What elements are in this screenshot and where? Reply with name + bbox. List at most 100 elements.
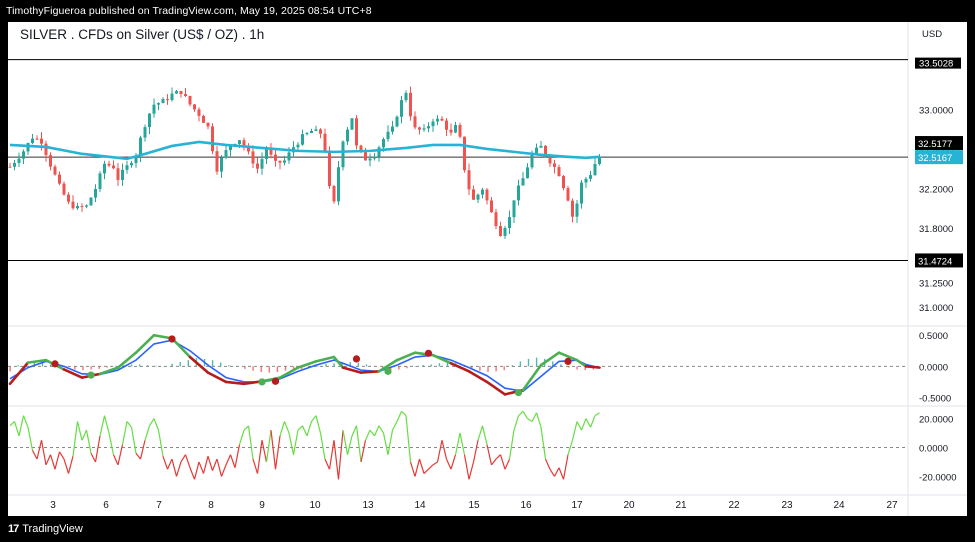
momentum-segment — [355, 425, 362, 463]
candle-body — [413, 116, 417, 128]
candle-body — [112, 165, 115, 169]
momentum-segment — [553, 467, 560, 477]
candle-body — [265, 149, 268, 160]
candle-body — [436, 118, 439, 122]
momentum-segment — [558, 467, 565, 480]
candle-body — [368, 158, 372, 161]
momentum-segment — [288, 432, 295, 455]
momentum-segment — [346, 435, 353, 455]
osc-fast-segment — [206, 371, 228, 384]
candle-body — [215, 151, 219, 172]
momentum-segment — [477, 425, 484, 441]
momentum-segment — [513, 415, 520, 431]
chart-panel[interactable]: SILVER . CFDs on Silver (US$ / OZ) . 1h U… — [8, 22, 967, 516]
candle-body — [400, 100, 403, 117]
candle-body — [296, 144, 300, 148]
momentum-segment — [567, 440, 574, 455]
momentum-segment — [198, 461, 205, 474]
candle-body — [377, 147, 381, 157]
candle-body — [593, 163, 597, 176]
osc-signal-dot — [514, 388, 523, 397]
osc-fast-segment — [449, 361, 471, 373]
osc-histogram-bar — [276, 366, 279, 372]
candle-body — [332, 186, 336, 202]
osc-fast-segment — [224, 380, 246, 386]
osc-histogram-bar — [422, 365, 424, 367]
momentum-segment — [31, 450, 38, 460]
osc-histogram-bar — [9, 366, 11, 372]
candle-body — [481, 189, 484, 195]
momentum-segment — [144, 425, 151, 441]
candle-body — [404, 92, 408, 101]
candle-body — [544, 145, 547, 156]
time-tick-label: 21 — [675, 500, 687, 511]
momentum-segment — [202, 456, 209, 474]
candle-body — [71, 201, 75, 209]
candle-body — [103, 163, 106, 174]
candle-body — [89, 197, 93, 206]
osc-histogram-bar — [236, 366, 238, 367]
candle-body — [17, 158, 21, 163]
momentum-segment — [108, 432, 115, 455]
candle-body — [107, 163, 111, 166]
momentum-segment — [247, 425, 254, 460]
candle-body — [503, 228, 507, 236]
chart-canvas[interactable]: SILVER . CFDs on Silver (US$ / OZ) . 1h U… — [8, 22, 967, 516]
osc-histogram-bar — [438, 363, 441, 367]
momentum-segment — [472, 440, 479, 463]
momentum-tick-label: 20.0000 — [919, 415, 953, 426]
momentum-segment — [589, 415, 596, 428]
osc-histogram-bar — [487, 366, 489, 372]
price-tick-label: 33.0000 — [919, 105, 953, 116]
osc-histogram-bar — [406, 366, 408, 369]
candle-body — [116, 168, 120, 180]
momentum-segment — [36, 440, 43, 460]
momentum-segment — [22, 415, 29, 428]
price-label-text: 31.4724 — [918, 256, 952, 267]
osc-histogram-bar — [284, 366, 287, 371]
osc-histogram-bar — [179, 362, 181, 367]
osc-histogram-bar — [292, 366, 295, 370]
candle-body — [35, 138, 39, 140]
price-label-text: 33.5028 — [919, 59, 953, 70]
candle-body — [409, 92, 412, 117]
osc-fast-segment — [134, 333, 156, 354]
price-label-box — [915, 150, 963, 165]
time-tick-label: 22 — [728, 500, 740, 511]
candle-body — [184, 94, 187, 97]
osc-signal-dot — [384, 367, 392, 375]
osc-histogram-bar — [535, 357, 538, 367]
momentum-segment — [175, 461, 182, 477]
candle-body — [62, 183, 66, 195]
candle-body — [548, 155, 552, 164]
time-tick-label: 3 — [50, 500, 56, 511]
candle-body — [359, 145, 363, 151]
momentum-segment — [274, 435, 281, 470]
momentum-segment — [549, 468, 556, 477]
candle-body — [472, 189, 475, 200]
candle-body — [499, 226, 502, 236]
candle-body — [49, 155, 52, 167]
price-tick-label: 32.2000 — [919, 184, 953, 195]
candle-body — [584, 178, 588, 183]
momentum-segment — [409, 461, 416, 477]
candle-body — [269, 149, 273, 155]
candle-body — [539, 145, 543, 148]
osc-histogram-bar — [584, 366, 586, 371]
osc-fast-segment — [170, 337, 192, 359]
momentum-segment — [193, 461, 200, 480]
candle-body — [242, 140, 246, 147]
momentum-segment — [40, 440, 47, 465]
candle-body — [179, 91, 183, 95]
candle-body — [319, 129, 322, 134]
momentum-segment — [256, 440, 263, 474]
osc-histogram-bar — [244, 366, 246, 369]
candle-body — [337, 167, 340, 202]
momentum-segment — [481, 425, 488, 445]
momentum-segment — [576, 421, 583, 431]
momentum-segment — [252, 458, 259, 474]
candle-body — [40, 138, 43, 144]
osc-tick-label: 0.0000 — [919, 362, 948, 373]
osc-fast-segment — [395, 351, 417, 362]
time-tick-label: 9 — [259, 500, 265, 511]
